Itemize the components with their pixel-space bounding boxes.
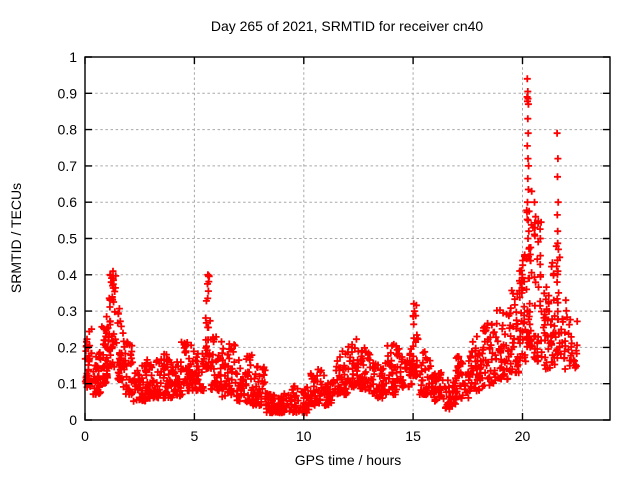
tick-labels: 0 5 10 15 20 0 0.1 0.2 0.3 0.4 0.5 0.6 0.7 0.8 0.9 1 — [58, 49, 531, 444]
y-tick-label: 0.6 — [58, 194, 78, 210]
y-tick-label: 0.5 — [58, 231, 78, 247]
y-tick-label: 0.4 — [58, 267, 78, 283]
y-axis-label: SRMTID / TECUs — [8, 183, 24, 293]
x-tick-label: 0 — [81, 428, 89, 444]
x-axis-label: GPS time / hours — [295, 452, 402, 468]
y-tick-label: 0.2 — [58, 339, 78, 355]
y-tick-label: 0.3 — [58, 303, 78, 319]
y-tick-label: 0.7 — [58, 158, 78, 174]
data-points — [81, 75, 581, 417]
x-tick-label: 5 — [191, 428, 199, 444]
x-tick-label: 15 — [405, 428, 421, 444]
y-tick-label: 0.1 — [58, 376, 78, 392]
y-tick-label: 1 — [69, 49, 77, 65]
x-tick-label: 10 — [296, 428, 312, 444]
y-tick-label: 0 — [69, 412, 77, 428]
chart-title: Day 265 of 2021, SRMTID for receiver cn4… — [211, 18, 484, 34]
y-tick-label: 0.8 — [58, 122, 78, 138]
y-tick-label: 0.9 — [58, 85, 78, 101]
axis-ticks — [84, 56, 610, 421]
x-tick-label: 20 — [515, 428, 531, 444]
